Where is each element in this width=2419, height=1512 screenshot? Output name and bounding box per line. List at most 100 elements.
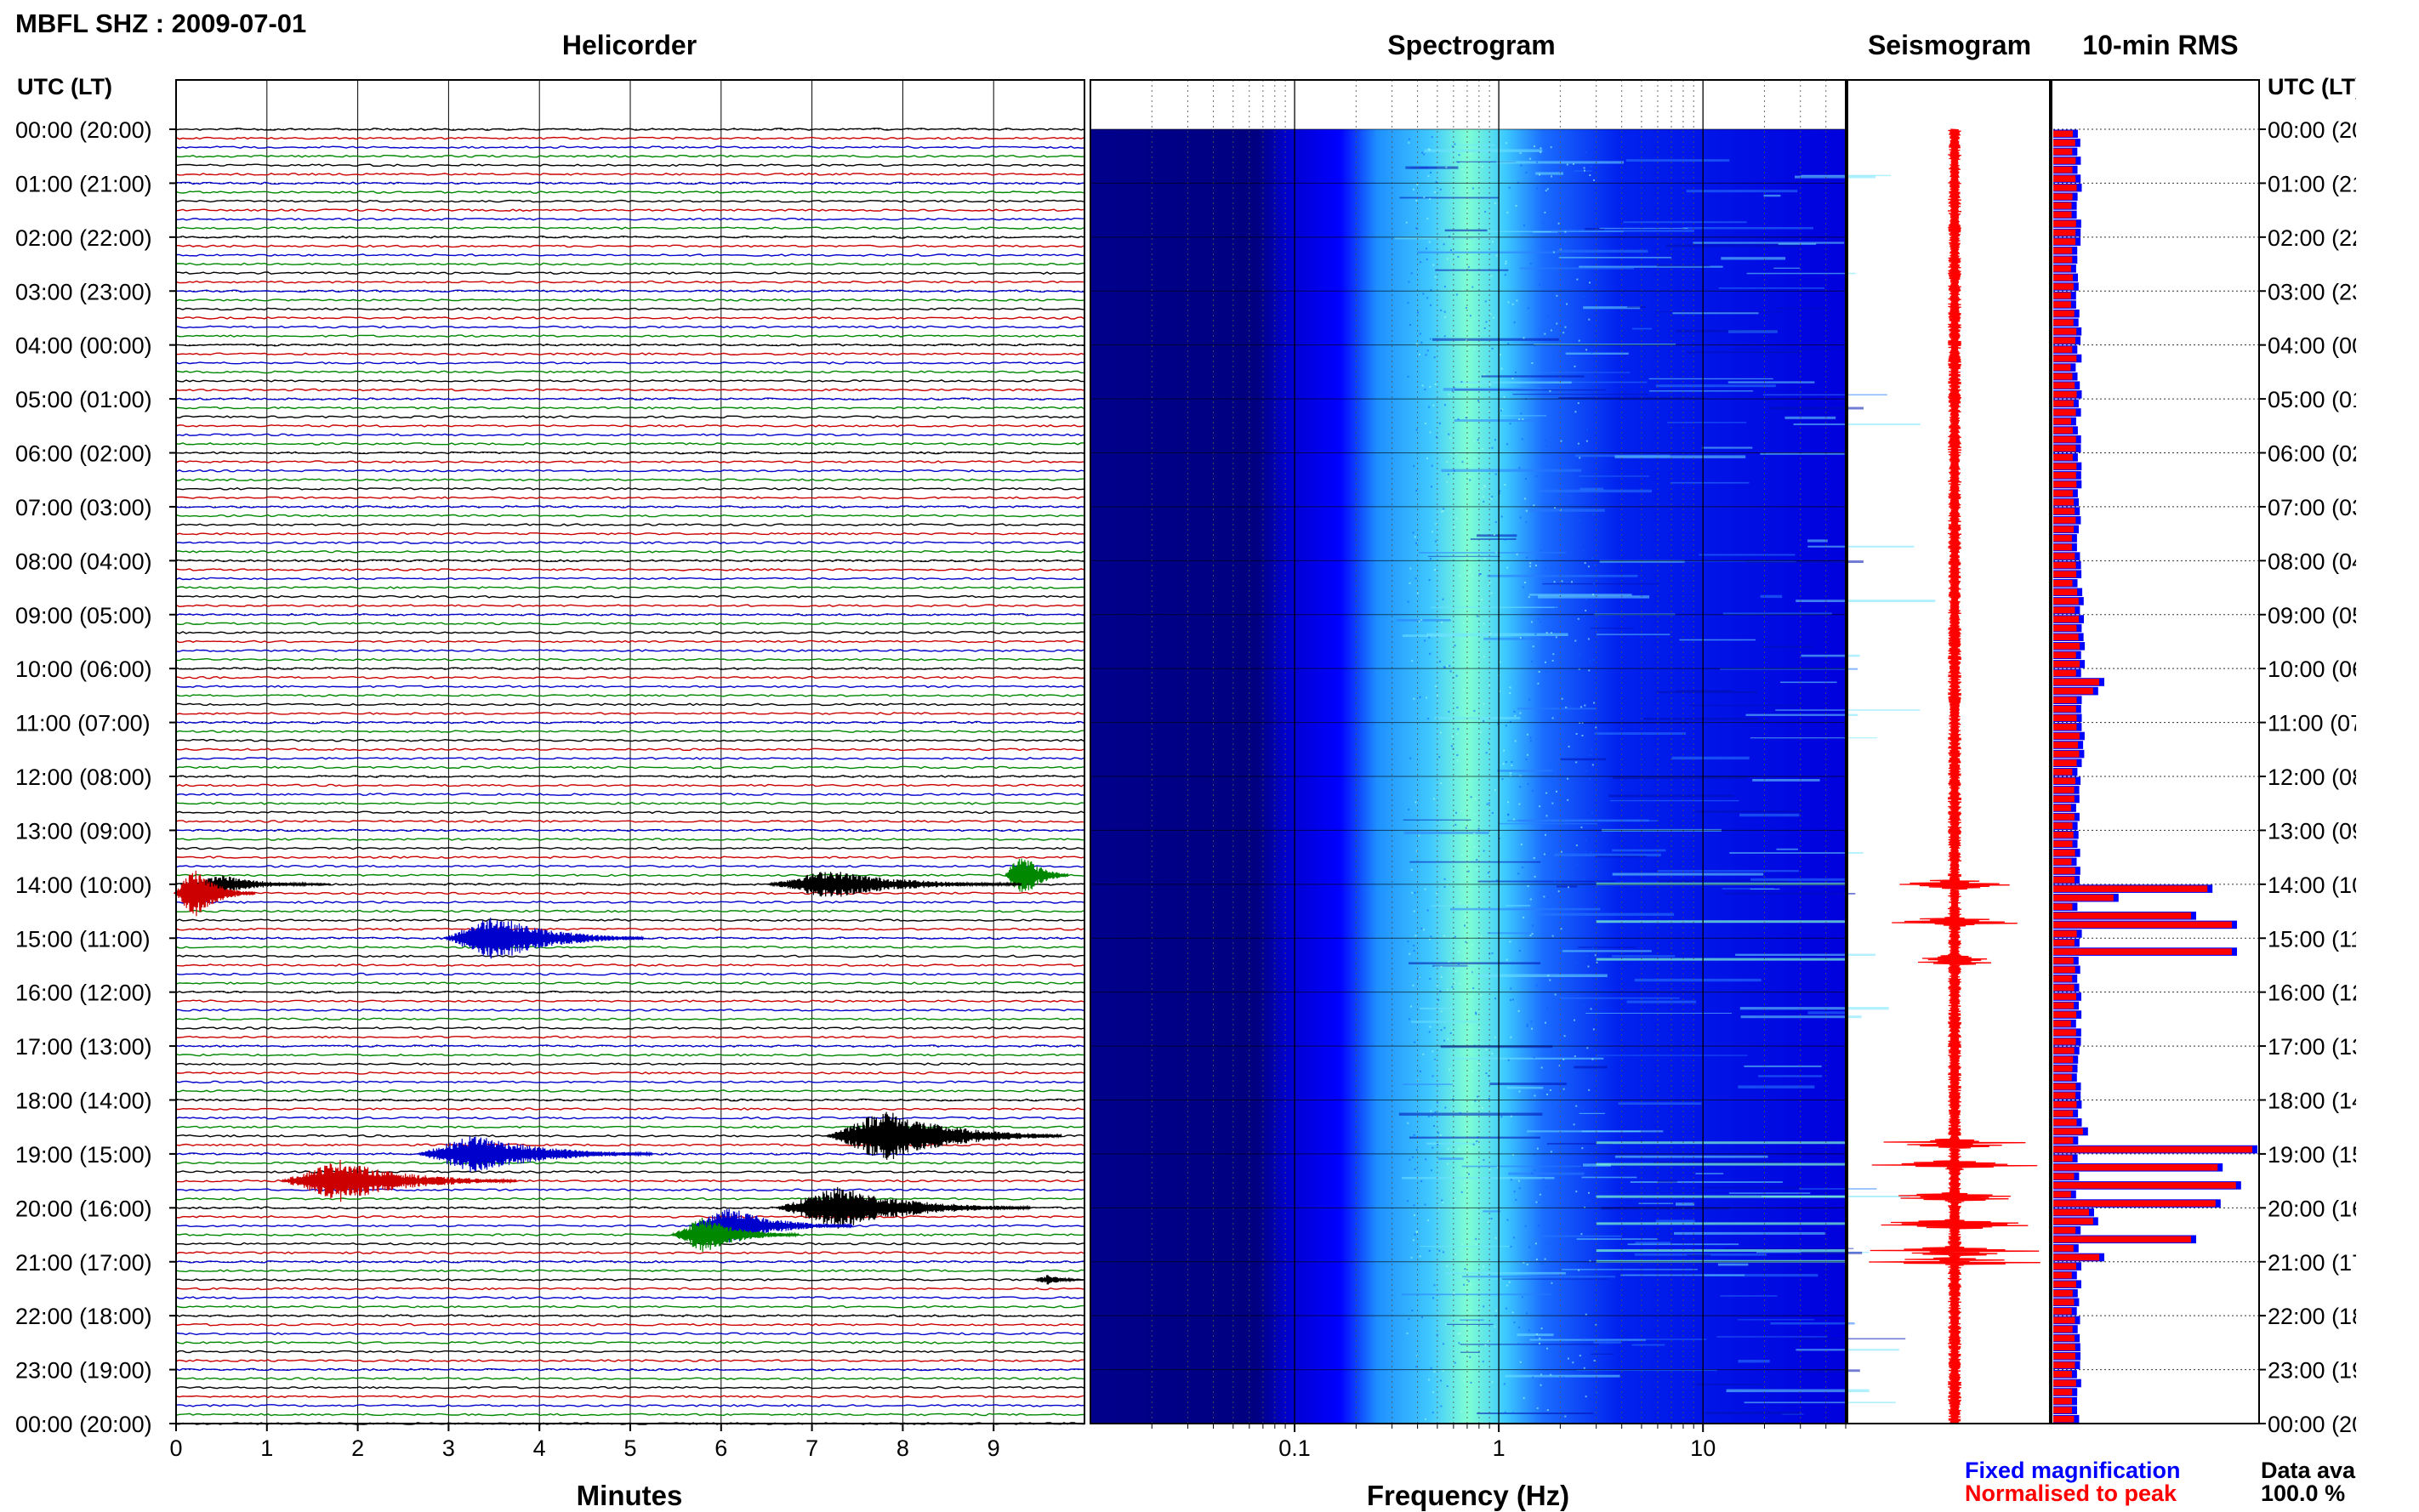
seismogram-panel: Seismogram bbox=[1847, 30, 2051, 1424]
spectrogram-speckle bbox=[1475, 1013, 1477, 1015]
spectrogram-streak bbox=[1625, 159, 1730, 162]
spectrogram-speckle bbox=[1585, 610, 1587, 611]
spectrogram-speckle bbox=[1468, 1173, 1470, 1175]
helicorder-trace-row bbox=[175, 622, 1085, 626]
spectrogram-speckle bbox=[1535, 475, 1538, 477]
spectrogram-speckle bbox=[1428, 241, 1431, 243]
spectrogram-speckle bbox=[1431, 486, 1432, 488]
spectrogram-streak bbox=[1676, 329, 1779, 333]
rms-bar-normalised bbox=[2053, 166, 2073, 173]
helicorder-trace-row bbox=[175, 793, 1085, 796]
spectrogram-streak bbox=[1519, 267, 1634, 270]
rms-bar-normalised bbox=[2053, 517, 2076, 524]
rms-bar-normalised bbox=[2053, 1218, 2093, 1225]
rms-bar-normalised bbox=[2053, 1137, 2074, 1144]
spectrogram-speckle bbox=[1585, 955, 1588, 958]
spectrogram-streak bbox=[1528, 509, 1605, 512]
spectrogram-speckle bbox=[1528, 157, 1531, 160]
spectrogram-speckle bbox=[1585, 349, 1588, 351]
helicorder-trace-row bbox=[175, 145, 1085, 149]
rms-bar-normalised bbox=[2053, 418, 2071, 425]
spectrogram-speckle bbox=[1511, 1311, 1514, 1314]
spectrogram-speckle bbox=[1446, 258, 1449, 260]
spectrogram-speckle bbox=[1443, 1343, 1444, 1345]
spectrogram-speckle bbox=[1442, 598, 1444, 600]
spectrogram-speckle bbox=[1589, 1259, 1591, 1262]
spectrogram-speckle bbox=[1505, 1284, 1508, 1287]
spectrogram-speckle bbox=[1519, 636, 1522, 639]
rms-bar-normalised bbox=[2053, 750, 2080, 758]
spectrogram-speckle bbox=[1539, 1193, 1541, 1196]
spectrogram-speckle bbox=[1443, 1251, 1444, 1253]
spectrogram-streak bbox=[1752, 779, 1820, 782]
spectrogram-speckle bbox=[1438, 1249, 1441, 1252]
spectrogram-speckle bbox=[1469, 569, 1471, 571]
helicorder-event bbox=[1034, 1275, 1085, 1285]
helicorder-trace-row bbox=[175, 1188, 1085, 1192]
spectrogram-speckle bbox=[1583, 878, 1585, 881]
spectrogram-speckle bbox=[1433, 798, 1435, 800]
helicorder-trace-row bbox=[175, 379, 1085, 383]
spectrogram-x-tick-label: 1 bbox=[1493, 1435, 1505, 1461]
spectrogram-speckle bbox=[1501, 408, 1504, 411]
rms-bar-normalised bbox=[2053, 705, 2076, 713]
spectrogram-speckle bbox=[1454, 1361, 1456, 1364]
helicorder-event bbox=[280, 1159, 517, 1202]
spectrogram-streak bbox=[1420, 1246, 1511, 1248]
spectrogram-speckle bbox=[1471, 995, 1473, 998]
spectrogram-speckle bbox=[1518, 467, 1521, 469]
spectrogram-speckle bbox=[1414, 935, 1417, 937]
spectrogram-speckle bbox=[1525, 478, 1527, 480]
spectrogram-speckle bbox=[1483, 500, 1485, 503]
spectrogram-speckle bbox=[1413, 464, 1415, 467]
spectrogram-speckle bbox=[1487, 1340, 1489, 1342]
spectrogram-speckle bbox=[1508, 186, 1511, 189]
spectrogram-speckle bbox=[1555, 636, 1557, 639]
spectrogram-speckle bbox=[1572, 1361, 1574, 1364]
legend-normalised-to-peak: Normalised to peak bbox=[1965, 1481, 2177, 1506]
spectrogram-speckle bbox=[1540, 1373, 1542, 1376]
spectrogram-speckle bbox=[1496, 1166, 1499, 1168]
rms-bar-normalised bbox=[2053, 894, 2114, 901]
spectrogram-speckle bbox=[1583, 295, 1585, 298]
spectrogram-speckle bbox=[1571, 873, 1574, 876]
helicorder-trace-row bbox=[175, 1259, 1085, 1264]
spectrogram-speckle bbox=[1534, 145, 1535, 148]
spectrogram-speckle bbox=[1481, 1106, 1483, 1109]
helicorder-trace-row bbox=[175, 128, 1085, 131]
spectrogram-speckle bbox=[1485, 321, 1488, 323]
rms-bar-normalised bbox=[2053, 184, 2077, 191]
spectrogram-speckle bbox=[1574, 1055, 1576, 1058]
spectrogram-streak bbox=[1454, 419, 1535, 422]
spectrogram-speckle bbox=[1483, 622, 1485, 625]
spectrogram-speckle bbox=[1545, 1006, 1548, 1009]
spectrogram-speckle bbox=[1523, 225, 1525, 226]
spectrogram-streak bbox=[1716, 1336, 1828, 1338]
spectrogram-speckle bbox=[1523, 1261, 1525, 1264]
spectrogram-speckle bbox=[1488, 742, 1489, 744]
spectrogram-speckle bbox=[1575, 844, 1578, 847]
spectrogram-speckle bbox=[1431, 1169, 1432, 1172]
spectrogram-speckle bbox=[1559, 418, 1562, 421]
helicorder-trace-row bbox=[175, 289, 1085, 293]
rms-bar-normalised bbox=[2053, 742, 2079, 748]
spectrogram-speckle bbox=[1437, 998, 1440, 1001]
rms-bar-normalised bbox=[2053, 1065, 2073, 1072]
spectrogram-speckle bbox=[1423, 153, 1426, 156]
spectrogram-speckle bbox=[1553, 1346, 1555, 1349]
spectrogram-speckle bbox=[1477, 1062, 1479, 1065]
spectrogram-speckle bbox=[1534, 344, 1536, 347]
spectrogram-speckle bbox=[1484, 1344, 1487, 1346]
spectrogram-speckle bbox=[1511, 761, 1513, 763]
spectrogram-streak bbox=[1554, 853, 1661, 856]
spectrogram-speckle bbox=[1512, 1153, 1514, 1156]
spectrogram-streak bbox=[1746, 272, 1856, 275]
spectrogram-speckle bbox=[1545, 445, 1548, 447]
spectrogram-speckle bbox=[1551, 659, 1554, 662]
helicorder-trace-row bbox=[175, 460, 1085, 463]
helicorder-trace-row bbox=[175, 1008, 1085, 1012]
spectrogram-speckle bbox=[1562, 532, 1564, 535]
spectrogram-streak bbox=[1638, 1202, 1674, 1204]
spectrogram-speckle bbox=[1574, 1265, 1577, 1267]
helicorder-trace-row bbox=[175, 1332, 1085, 1336]
